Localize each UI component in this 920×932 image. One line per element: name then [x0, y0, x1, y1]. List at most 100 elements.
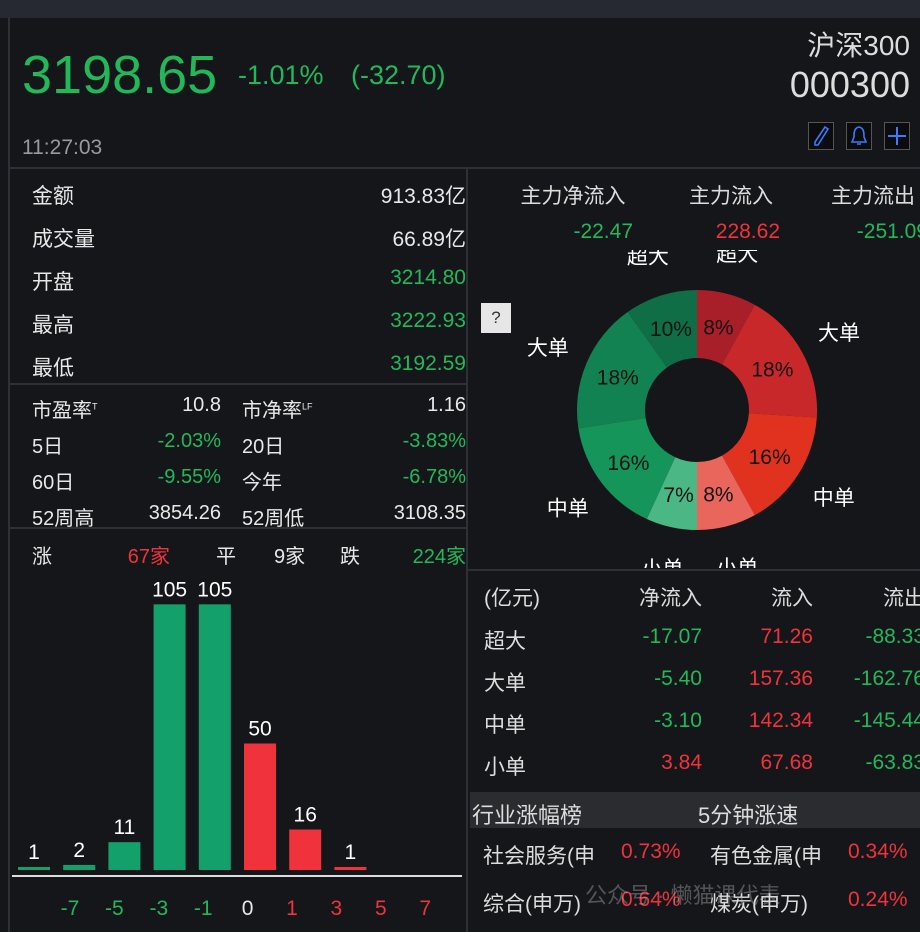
bar-value-label: 1: [345, 841, 357, 864]
main-flow-header: 主力流入: [689, 185, 773, 208]
industry-change: 0.73%: [621, 840, 681, 863]
x-tick-label: 3: [331, 897, 343, 920]
last-price: 3198.65: [22, 45, 218, 105]
flow-column-header: 流入: [771, 587, 813, 610]
index-code: 000300: [789, 64, 910, 105]
slice-percent-label: 16%: [607, 452, 649, 475]
flat-label: 平: [216, 546, 236, 568]
industry-name[interactable]: 有色金属(申: [710, 845, 822, 868]
ratio-label: 5日: [32, 436, 64, 458]
x-tick-label: -5: [105, 897, 124, 920]
bar: [63, 864, 96, 870]
outflow-slice: [577, 312, 667, 429]
inflow-slice: [722, 413, 817, 516]
slice-percent-label: 8%: [703, 317, 733, 340]
ratio-value: 1.16: [427, 394, 466, 416]
tab-industry-gainers[interactable]: 行业涨幅榜: [472, 803, 583, 828]
x-tick-label: -1: [194, 897, 213, 920]
stats-divider: [10, 383, 466, 385]
ratio-label: 市净率LF: [242, 400, 313, 422]
slice-percent-label: 18%: [597, 366, 639, 389]
industry-tab-bar: [470, 792, 920, 828]
ratio-value: 10.8: [182, 394, 221, 416]
flow-donut-chart: 8% 超大 18% 大单 16% 中单 8% 小单 10% 超大 18% 大单 16% 中单 7% 小单: [527, 250, 860, 568]
slice-percent-label: 16%: [749, 446, 791, 469]
stat-label: 开盘: [32, 271, 74, 294]
index-name: 沪深300: [807, 30, 910, 61]
up-count: 67家: [127, 546, 170, 568]
up-label: 涨: [32, 546, 52, 568]
main-flow-header: 主力流出: [831, 185, 915, 208]
change-distribution-chart: 1 2 11 105 105 50 16 1 -7 -5 -3 -1 0 1 3 5 7: [12, 578, 462, 920]
slice-category-label: 小单: [641, 558, 683, 568]
plus-icon: [888, 127, 906, 145]
change-percent: -1.01%: [238, 60, 324, 90]
bar: [18, 867, 50, 870]
flow-net: -3.10: [654, 709, 702, 732]
flow-column-header: 净流入: [639, 587, 702, 610]
slice-percent-label: 18%: [751, 359, 793, 382]
edit-button[interactable]: [808, 122, 834, 150]
bar: [198, 604, 231, 870]
ratio-label: 52周低: [242, 508, 305, 530]
industry-change: 0.24%: [848, 888, 908, 911]
x-tick-label: 1: [286, 897, 298, 920]
ratio-label: 市盈率T: [32, 400, 98, 422]
ratio-label: 20日: [242, 436, 285, 458]
industry-change: 0.34%: [848, 840, 908, 863]
flow-row-name: 中单: [484, 714, 526, 737]
donut-divider: [468, 569, 920, 571]
ratio-value: -2.03%: [157, 430, 221, 452]
flow-row-name: 大单: [484, 672, 526, 695]
slice-category-label: 中单: [547, 498, 589, 521]
panel-divider: [466, 169, 468, 932]
ratio-value: -6.78%: [402, 466, 466, 488]
slice-category-label: 小单: [716, 557, 758, 568]
inflow-slice: [697, 455, 755, 530]
down-count: 224家: [412, 546, 466, 568]
quote-time: 11:27:03: [22, 136, 103, 159]
slice-category-label: 大单: [818, 322, 860, 345]
stat-value: 3222.93: [390, 309, 466, 332]
bar-value-label: 50: [248, 718, 271, 741]
slice-percent-label: 8%: [703, 483, 733, 506]
flow-net: -17.07: [642, 625, 702, 648]
bar: [244, 743, 276, 870]
flow-net: 3.84: [661, 751, 702, 774]
change-amount: (-32.70): [351, 60, 446, 90]
bar-value-label: 105: [197, 578, 232, 601]
flow-out: -145.44: [853, 709, 920, 732]
add-watchlist-button[interactable]: [884, 122, 910, 150]
flow-in: 142.34: [748, 709, 813, 732]
industry-name[interactable]: 社会服务(申: [483, 845, 595, 868]
stat-label: 最低: [32, 357, 74, 380]
x-tick-label: -7: [61, 897, 80, 920]
industry-name[interactable]: 煤炭(申万): [710, 893, 808, 916]
stat-value: 3214.80: [390, 266, 466, 289]
inflow-slice: [697, 290, 755, 365]
bar-value-label: 11: [113, 816, 135, 839]
flow-column-header: 流出: [883, 587, 920, 610]
stat-value: 913.83亿: [380, 185, 466, 208]
flow-in: 67.68: [760, 751, 813, 774]
outflow-slice: [627, 290, 697, 368]
ratio-value: -3.83%: [402, 430, 466, 452]
stat-label: 最高: [32, 314, 74, 337]
alert-button[interactable]: [846, 122, 872, 150]
stat-value: 66.89亿: [392, 228, 466, 251]
bar-value-label: 105: [152, 578, 187, 601]
flow-row-name: 超大: [484, 630, 526, 653]
slice-category-label: 超大: [627, 250, 669, 269]
tab-5min-speed[interactable]: 5分钟涨速: [698, 803, 799, 828]
unit-header: (亿元): [484, 587, 540, 610]
industry-name[interactable]: 综合(申万): [483, 893, 581, 916]
help-button[interactable]: ?: [481, 303, 511, 333]
outflow-slice: [578, 417, 676, 520]
window-top-strip: [0, 0, 920, 18]
stat-label: 金额: [32, 185, 74, 208]
x-tick-label: 5: [375, 897, 387, 920]
down-label: 跌: [340, 546, 360, 568]
left-border: [8, 18, 10, 932]
flow-in: 157.36: [748, 667, 813, 690]
ratio-label: 52周高: [32, 508, 95, 530]
